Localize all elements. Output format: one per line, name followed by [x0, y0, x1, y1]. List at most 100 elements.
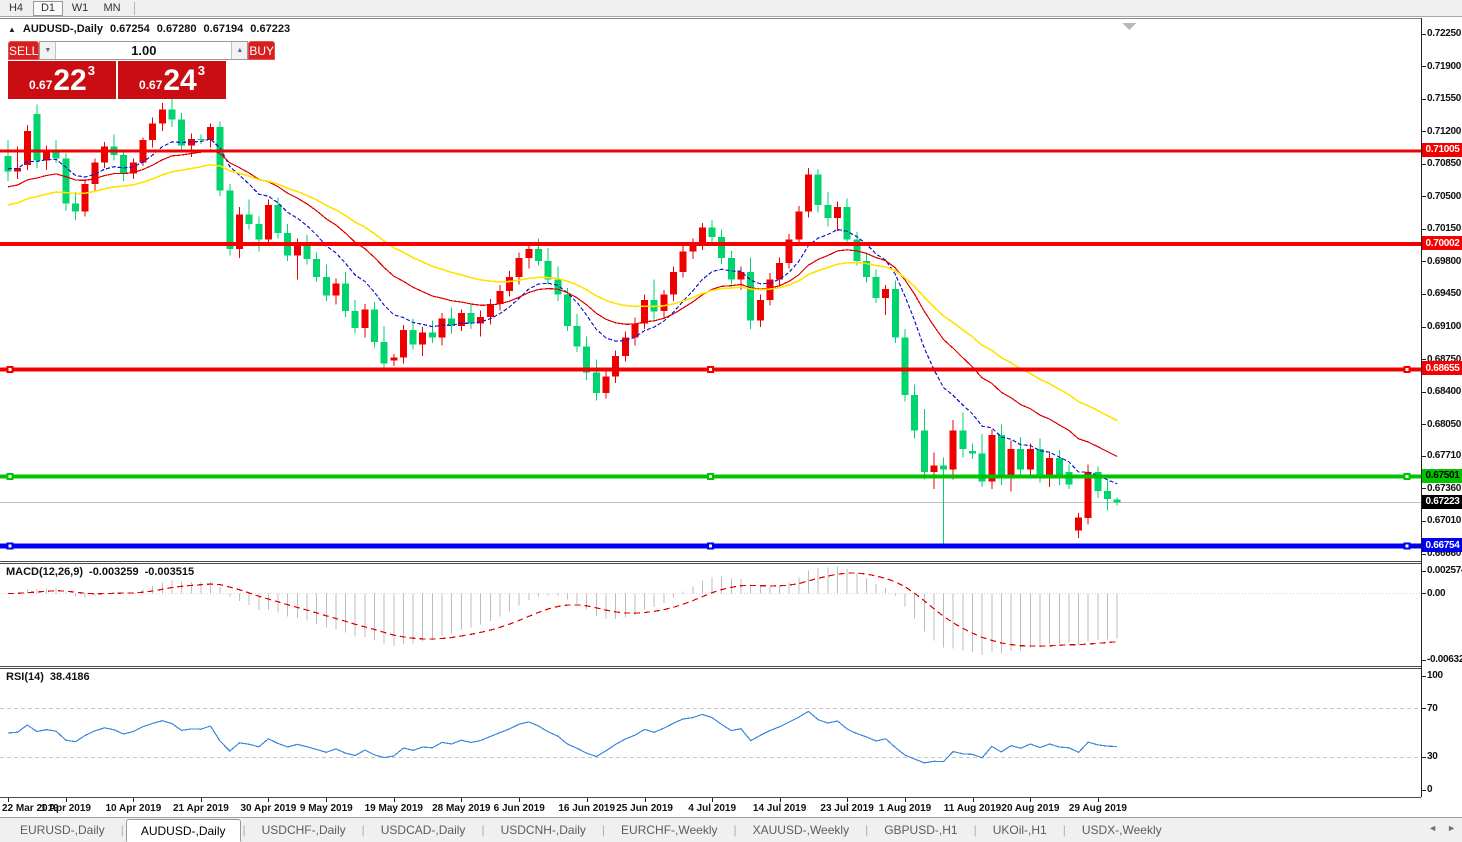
axis-tick — [1422, 488, 1426, 490]
macd-axis-label: 0.002574 — [1427, 565, 1462, 576]
date-axis-label: 16 Jun 2019 — [558, 803, 616, 814]
axis-tick — [1422, 659, 1426, 661]
price-axis-label: 0.67710 — [1427, 450, 1462, 462]
date-axis-tick — [1097, 798, 1099, 802]
axis-tick — [1422, 293, 1426, 295]
symbol-title: AUDUSD-,Daily — [22, 23, 103, 35]
price-axis-label: 0.72250 — [1427, 28, 1462, 39]
date-axis-label: 21 Apr 2019 — [173, 803, 229, 814]
rsi-axis-label: 70 — [1427, 702, 1438, 714]
chart-tabs: EURUSD-,Daily | AUDUSD-,Daily | USDCHF-,Dail… — [6, 818, 1176, 842]
date-axis-tick — [326, 798, 328, 802]
timeframe-button-mn[interactable]: MN — [103, 2, 121, 14]
axis-tick — [1422, 424, 1426, 426]
timeframe-button-w1[interactable]: W1 — [71, 2, 89, 14]
date-axis-tick — [65, 798, 67, 802]
timeframe-toolbar: H4 D1 W1 MN — [0, 0, 1462, 17]
chart-tab-eurchf-weekly[interactable]: EURCHF-,Weekly — [621, 823, 718, 837]
axis-tick — [1422, 789, 1426, 791]
date-axis-label: 4 Jul 2019 — [688, 803, 736, 814]
volume-input[interactable] — [56, 42, 232, 59]
date-axis-tick — [1030, 798, 1032, 802]
timeframe-button-d1[interactable]: D1 — [33, 0, 63, 16]
chart-tab-gbpusd-h1[interactable]: GBPUSD-,H1 — [884, 823, 958, 837]
axis-tick — [1422, 33, 1426, 35]
price-chart-panel[interactable]: ▲ AUDUSD-,Daily 0.67254 0.67280 0.67194 … — [0, 18, 1421, 561]
price-axis-column[interactable]: 0.72250 0.71900 0.71550 0.71200 0.70850 0.705… — [1421, 18, 1462, 797]
buy-price-prefix: 0.67 — [139, 78, 163, 92]
buy-price-sup: 3 — [197, 63, 205, 78]
rsi-chart-surface[interactable] — [0, 669, 1421, 797]
chart-tab-usdchf-daily[interactable]: USDCHF-,Daily — [261, 823, 346, 837]
date-axis-label: 20 Aug 2019 — [1001, 803, 1060, 814]
chart-shift-marker-icon[interactable] — [1122, 23, 1136, 30]
macd-value-1: -0.003259 — [89, 566, 139, 578]
chart-tab-ukoil-h1[interactable]: UKOil-,H1 — [992, 823, 1047, 837]
axis-tick — [1422, 593, 1426, 594]
date-axis[interactable]: 22 Mar 2019 1 Apr 2019 10 Apr 2019 21 Apr 2… — [0, 797, 1421, 817]
date-axis-tick — [644, 798, 646, 802]
price-chart-surface[interactable] — [0, 19, 1421, 562]
axis-tick — [1422, 520, 1426, 522]
axis-tick — [1422, 98, 1426, 100]
date-axis-label: 28 May 2019 — [432, 803, 491, 814]
timeframe-button-h4[interactable]: H4 — [8, 2, 24, 14]
tab-scroll-left-icon[interactable]: ◄ — [1428, 823, 1438, 833]
volume-increase-icon[interactable]: ▲ — [231, 42, 248, 59]
chart-tab-usdcnh-daily[interactable]: USDCNH-,Daily — [500, 823, 586, 837]
macd-axis-label: 0.00 — [1427, 587, 1446, 599]
sell-price-sup: 3 — [87, 63, 95, 78]
date-axis-label: 6 Jun 2019 — [493, 803, 545, 814]
tab-scroll-right-icon[interactable]: ► — [1447, 823, 1456, 833]
price-level-badge: 0.71005 — [1422, 142, 1462, 157]
timeframe-buttons: H4 D1 W1 MN — [0, 0, 128, 16]
chart-tab-usdcad-daily[interactable]: USDCAD-,Daily — [380, 823, 466, 837]
date-axis-tick — [972, 798, 974, 802]
price-axis-label: 0.68050 — [1427, 418, 1462, 430]
date-axis-label: 9 May 2019 — [299, 803, 353, 814]
rsi-indicator-panel[interactable]: RSI(14) 38.4186 — [0, 669, 1421, 797]
price-axis-label: 0.69100 — [1427, 321, 1462, 332]
rsi-value: 38.4186 — [49, 671, 90, 683]
rsi-header: RSI(14) 38.4186 — [6, 671, 90, 683]
date-axis-label: 1 Apr 2019 — [40, 803, 91, 814]
rsi-axis-label: 0 — [1427, 784, 1433, 795]
macd-panel-splitter[interactable] — [0, 561, 1421, 564]
sell-button[interactable]: SELL — [8, 41, 40, 60]
axis-tick — [1422, 553, 1426, 555]
macd-chart-surface[interactable] — [0, 564, 1421, 666]
price-level-badge: 0.70002 — [1422, 236, 1462, 251]
volume-decrease-icon[interactable]: ▼ — [40, 42, 57, 59]
price-axis-label: 0.70850 — [1427, 158, 1462, 170]
macd-title: MACD(12,26,9) — [6, 566, 84, 578]
rsi-panel-splitter[interactable] — [0, 666, 1421, 669]
rsi-axis-label: 30 — [1427, 751, 1438, 763]
macd-header: MACD(12,26,9) -0.003259 -0.003515 — [6, 566, 194, 578]
price-axis-label: 0.68400 — [1427, 386, 1462, 398]
chart-tab-bar: EURUSD-,Daily | AUDUSD-,Daily | USDCHF-,Dail… — [0, 817, 1462, 842]
date-axis-tick — [847, 798, 849, 802]
date-axis-label: 11 Aug 2019 — [943, 803, 1002, 814]
symbol-header: ▲ AUDUSD-,Daily 0.67254 0.67280 0.67194 … — [8, 23, 290, 35]
chart-tab-eurusd-daily[interactable]: EURUSD-,Daily — [20, 823, 105, 837]
price-level-badge: 0.66754 — [1422, 538, 1462, 553]
axis-tick — [1422, 708, 1426, 710]
axis-tick — [1422, 196, 1426, 198]
axis-tick — [1422, 391, 1426, 393]
chart-tab-xauusd-weekly[interactable]: XAUUSD-,Weekly — [752, 823, 850, 837]
buy-price-panel[interactable]: 0.67 24 3 — [118, 61, 226, 99]
date-axis-label: 29 Aug 2019 — [1068, 803, 1127, 814]
sell-price-prefix: 0.67 — [29, 78, 53, 92]
one-click-collapse-icon[interactable]: ▲ — [8, 24, 16, 34]
date-axis-tick — [586, 798, 588, 802]
date-axis-tick — [393, 798, 395, 802]
axis-tick — [1422, 66, 1426, 67]
chart-tab-audusd-daily[interactable]: AUDUSD-,Daily — [125, 819, 241, 842]
tab-separator: | — [865, 823, 869, 837]
tab-separator: | — [601, 823, 606, 837]
macd-indicator-panel[interactable]: MACD(12,26,9) -0.003259 -0.003515 — [0, 564, 1421, 666]
chart-tab-usdx-weekly[interactable]: USDX-,Weekly — [1081, 823, 1162, 837]
buy-button[interactable]: BUY — [248, 41, 276, 60]
sell-price-panel[interactable]: 0.67 22 3 — [8, 61, 116, 99]
date-axis-label: 14 Jul 2019 — [752, 803, 807, 814]
